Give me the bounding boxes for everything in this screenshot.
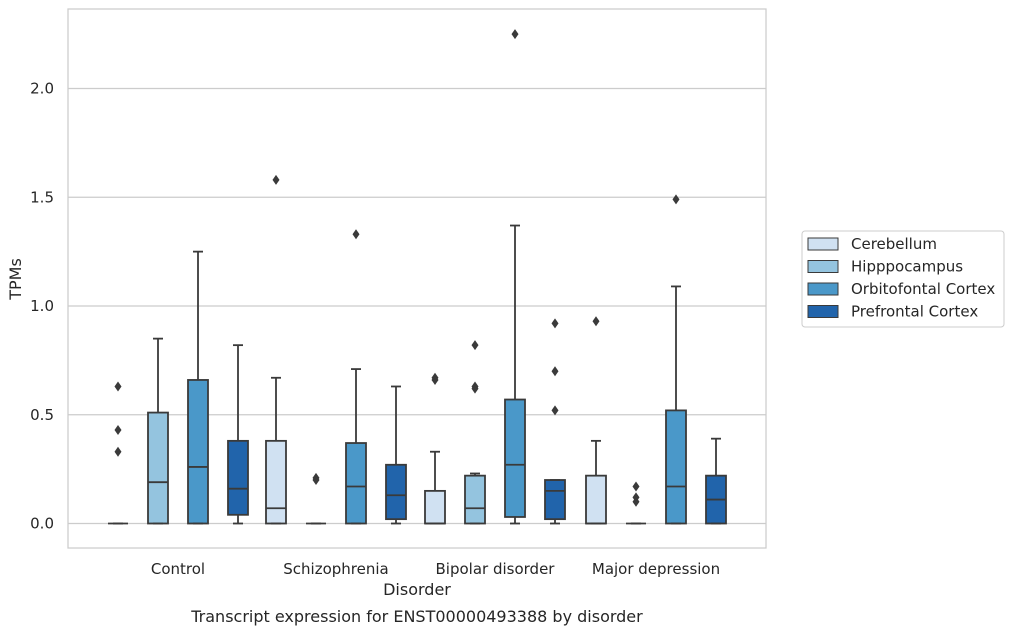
y-tick-label: 1.0	[30, 297, 54, 315]
box-body	[464, 474, 486, 525]
x-tick-label: Schizophrenia	[283, 560, 388, 578]
outlier-point	[551, 366, 559, 377]
box-1-1	[306, 472, 326, 525]
box-body	[585, 474, 607, 525]
legend-label: Orbitofontal Cortex	[851, 280, 995, 298]
outlier-point	[592, 316, 600, 327]
box-2-0	[187, 250, 209, 525]
box-body	[345, 442, 367, 525]
box-0-2	[424, 372, 446, 525]
x-tick-label: Major depression	[592, 560, 720, 578]
box-1-2	[464, 340, 486, 525]
legend: Cerebellum Hipppocampus Orbitofontal Corte…	[801, 230, 1005, 328]
legend-label: Cerebellum	[851, 235, 937, 253]
box-0-3	[585, 316, 607, 525]
y-tick-label: 2.0	[30, 80, 54, 98]
box-3-1	[385, 385, 407, 525]
boxes-layer	[108, 29, 727, 525]
legend-frame	[801, 230, 1005, 328]
box-body	[544, 479, 566, 521]
outlier-point	[431, 374, 439, 385]
plot-frame	[67, 8, 767, 549]
outlier-point	[352, 229, 360, 240]
box-body	[424, 489, 446, 525]
box-body	[147, 411, 169, 525]
outlier-point	[471, 383, 479, 394]
box-0-1	[265, 174, 287, 525]
y-tick-label: 0.0	[30, 515, 54, 533]
box-body	[187, 379, 209, 525]
outlier-point	[272, 174, 280, 185]
outlier-point	[114, 446, 122, 457]
box-body	[227, 439, 249, 516]
y-tick-label: 0.5	[30, 406, 54, 424]
box-1-0	[147, 337, 169, 525]
x-tick-labels: Control Schizophrenia Bipolar disorder Majo…	[151, 560, 720, 578]
outlier-point	[632, 496, 640, 507]
box-3-0	[227, 344, 249, 525]
outlier-point	[511, 29, 519, 40]
box-1-3	[626, 481, 646, 525]
x-axis-title: Disorder	[383, 580, 451, 599]
chart-caption: Transcript expression for ENST0000049338…	[190, 607, 643, 626]
legend-label: Prefrontal Cortex	[851, 303, 978, 321]
legend-swatch	[807, 305, 839, 318]
outlier-point	[471, 340, 479, 351]
legend-swatch	[807, 237, 839, 251]
box-2-3	[665, 194, 687, 525]
box-0-0	[108, 381, 128, 525]
legend-label: Hipppocampus	[851, 258, 963, 276]
box-body	[665, 409, 687, 525]
x-tick-label: Bipolar disorder	[436, 560, 556, 578]
outlier-point	[672, 194, 680, 205]
outlier-point	[551, 405, 559, 416]
outlier-point	[551, 318, 559, 329]
box-body	[385, 463, 407, 521]
outlier-point	[114, 381, 122, 392]
box-body	[265, 439, 287, 525]
x-tick-label: Control	[151, 560, 205, 578]
outlier-point	[312, 475, 320, 485]
legend-swatch	[807, 260, 839, 273]
box-2-1	[345, 229, 367, 525]
y-tick-label: 1.5	[30, 188, 54, 206]
outlier-point	[632, 481, 640, 492]
box-3-2	[544, 318, 566, 525]
y-axis-title: TPMs	[6, 258, 25, 301]
grid-layer	[68, 87, 766, 525]
y-tick-labels: 0.0 0.5 1.0 1.5 2.0	[30, 80, 54, 533]
box-body	[504, 398, 526, 518]
box-2-2	[504, 29, 526, 525]
box-3-3	[705, 437, 727, 525]
outlier-point	[114, 424, 122, 435]
legend-swatch	[807, 282, 839, 296]
